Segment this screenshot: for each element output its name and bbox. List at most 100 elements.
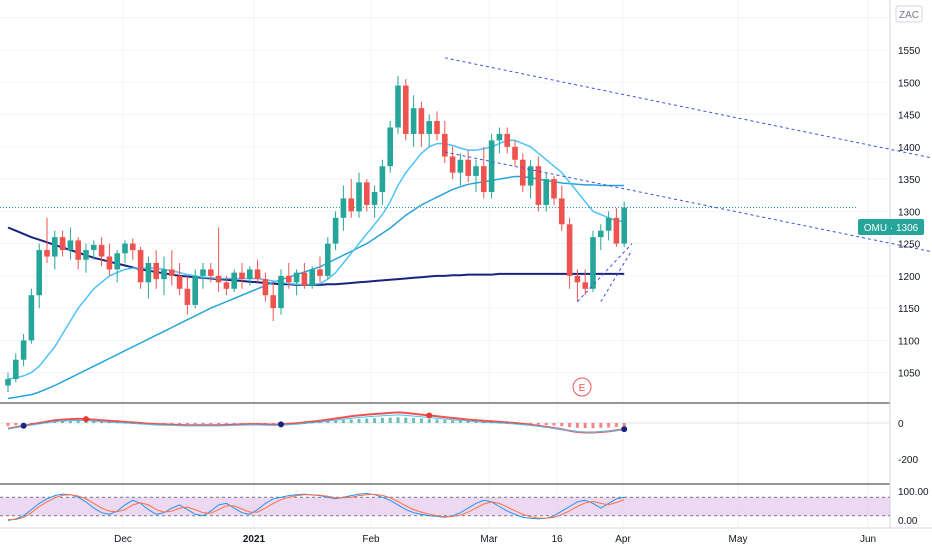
macd-tick-label: 0: [898, 419, 904, 430]
candle-body: [379, 166, 386, 192]
macd-cross-dot: [621, 426, 628, 433]
candle-body: [418, 108, 425, 134]
macd-histogram-bar: [146, 423, 150, 424]
price-tick-label: 1200: [898, 272, 921, 283]
macd-histogram-bar: [443, 419, 447, 423]
candle-body: [67, 240, 74, 251]
time-axis: Dec 2021 Feb Mar 16 Apr May Jun: [114, 534, 876, 545]
macd-histogram-bar: [170, 423, 174, 424]
candle-body: [5, 379, 11, 386]
candle-body: [387, 127, 393, 167]
macd-histogram-bar: [513, 423, 517, 424]
macd-histogram-bar: [474, 421, 478, 423]
candle-body: [83, 250, 89, 260]
stoch-band: [0, 497, 890, 516]
macd-histogram-bar: [318, 421, 322, 423]
candle-body: [449, 156, 456, 173]
candle-body: [356, 182, 362, 212]
macd-histogram-bar: [521, 423, 525, 424]
candle-body: [184, 288, 191, 305]
macd-histogram-bar: [131, 422, 135, 424]
candle-body: [130, 243, 136, 251]
candle-body: [598, 230, 604, 238]
macd-histogram-bar: [334, 420, 338, 423]
macd-histogram-bar: [568, 423, 572, 428]
candle-body: [340, 198, 347, 218]
macd-histogram-bar: [357, 418, 361, 423]
currency-box: [895, 5, 923, 23]
macd-histogram-bar: [349, 419, 353, 423]
time-tick-label: Mar: [480, 534, 498, 545]
candle-body: [504, 133, 510, 147]
price-tick-label: 1450: [898, 111, 921, 122]
macd-histogram-bar: [217, 423, 221, 425]
macd-histogram-bar: [6, 423, 10, 426]
macd-histogram-bar: [45, 422, 49, 424]
candle-body: [270, 295, 276, 309]
macd-histogram-bar: [232, 423, 236, 424]
candle-body: [91, 244, 97, 251]
candle-body: [543, 179, 549, 205]
candle-body: [278, 275, 284, 309]
macd-histogram-bar: [61, 421, 65, 423]
sma-fast-line: [7, 139, 625, 380]
macd-histogram-bar: [193, 423, 197, 425]
macd-histogram-bar: [388, 417, 392, 423]
price-tick-label: 1400: [898, 143, 921, 154]
time-tick-label: 2021: [243, 534, 266, 545]
candle-body: [465, 159, 471, 176]
macd-histogram-bar: [380, 417, 384, 423]
macd-histogram-bar: [271, 423, 275, 424]
macd-histogram-bar: [552, 423, 556, 426]
macd-histogram-bar: [185, 423, 189, 425]
macd-histogram-bar: [529, 423, 533, 424]
candle-body: [44, 250, 50, 257]
candle-body: [442, 133, 448, 157]
stoch-tick-label: 100.00: [898, 487, 929, 498]
macd-histogram-bar: [490, 422, 494, 424]
macd-histogram-bar: [100, 421, 104, 423]
trend-channel: [444, 57, 932, 303]
macd-histogram-bar: [123, 422, 127, 424]
macd-histogram-bar: [419, 418, 423, 423]
macd-histogram-bar: [92, 421, 96, 423]
candle-body: [473, 166, 479, 176]
candle-body: [582, 282, 588, 289]
candle-body: [403, 85, 409, 134]
macd-histogram-bar: [310, 422, 314, 424]
candle-body: [59, 237, 66, 251]
currency-badge[interactable]: ZAC: [895, 5, 923, 23]
macd-histogram-bar: [560, 423, 564, 427]
price-tick-label: 1500: [898, 78, 921, 89]
candle-body: [605, 217, 612, 231]
wedge-line: [600, 249, 633, 302]
price-tick-label: 1300: [898, 207, 921, 218]
support-line: [577, 243, 633, 303]
macd-histogram-bar: [412, 418, 416, 423]
macd-histogram-bar: [115, 422, 119, 424]
candle-body: [590, 237, 596, 289]
price-tick-label: 1150: [898, 304, 920, 315]
macd-pane: [0, 411, 890, 434]
macd-histogram-bar: [614, 423, 618, 427]
earnings-marker[interactable]: E: [572, 377, 592, 397]
price-tag-label: OMU · 1306: [864, 223, 919, 234]
grid: [0, 0, 890, 528]
stoch-tick-label: 0.00: [898, 516, 918, 527]
candle-body: [566, 224, 573, 276]
candle-body: [613, 217, 620, 244]
macd-histogram-bar: [14, 423, 18, 426]
macd-histogram-bar: [162, 423, 166, 424]
macd-histogram-bar: [224, 423, 228, 425]
candle-body: [169, 269, 175, 276]
candle-body: [145, 262, 152, 283]
candle-body: [247, 269, 253, 280]
macd-histogram-bar: [248, 423, 252, 424]
macd-histogram-bar: [365, 418, 369, 423]
candle-body: [559, 198, 565, 225]
macd-histogram-bar: [544, 423, 548, 426]
candle-body: [262, 279, 269, 296]
macd-histogram-bar: [178, 423, 182, 425]
